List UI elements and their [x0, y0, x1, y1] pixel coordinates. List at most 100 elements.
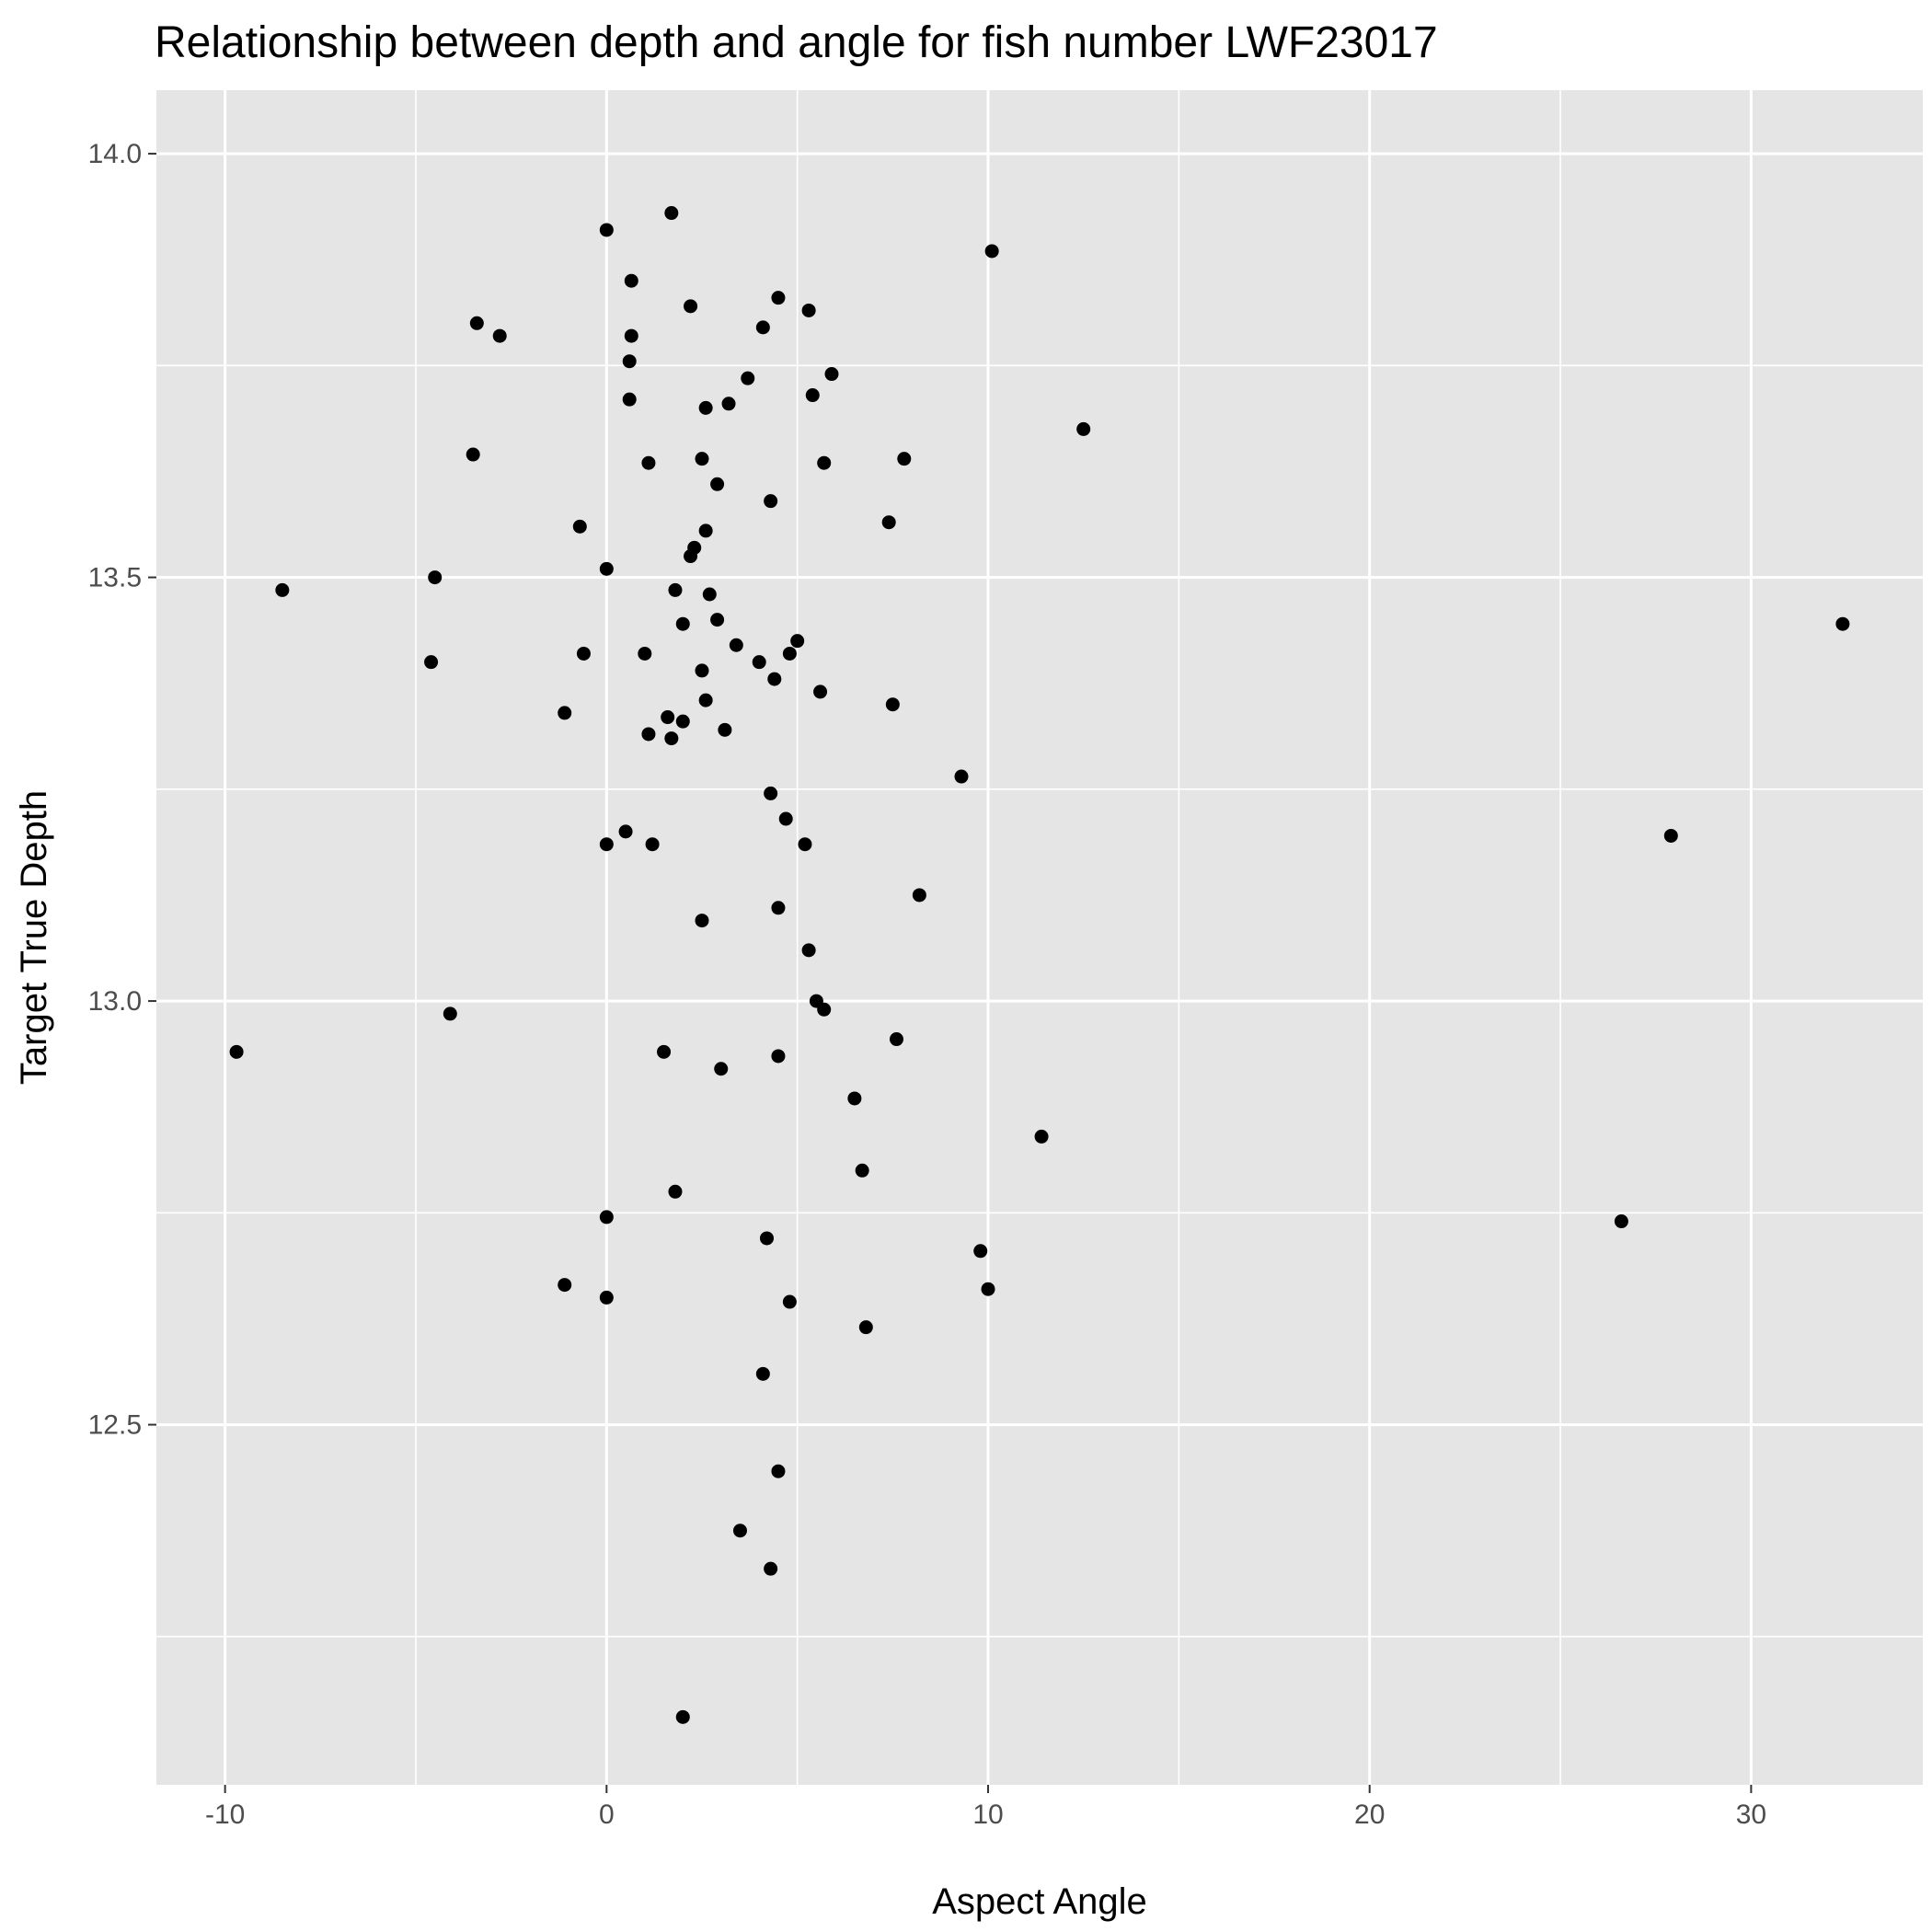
data-point	[771, 901, 786, 915]
data-point	[767, 672, 782, 686]
data-point	[622, 392, 637, 407]
data-point	[684, 299, 698, 314]
data-point	[576, 646, 591, 661]
x-tick-label: -10	[205, 1800, 245, 1830]
data-point	[752, 655, 766, 670]
x-tick-label: 30	[1736, 1800, 1766, 1830]
data-point	[645, 837, 660, 852]
data-point	[638, 646, 652, 661]
data-point	[443, 1006, 457, 1021]
data-point	[813, 684, 828, 699]
data-point	[801, 303, 816, 317]
y-axis-title: Target True Depth	[14, 790, 54, 1085]
data-point	[912, 888, 926, 903]
data-point	[721, 397, 736, 411]
data-point	[764, 786, 778, 800]
data-point	[698, 693, 713, 707]
y-axis: 12.5 13.0 13.5 14.0	[88, 139, 156, 1441]
data-point	[695, 914, 709, 928]
data-point	[695, 663, 709, 678]
data-point	[881, 515, 896, 530]
data-point	[618, 824, 633, 839]
data-point	[599, 837, 614, 852]
data-point	[702, 587, 717, 602]
data-point	[759, 1231, 774, 1246]
data-point	[695, 452, 709, 466]
data-point	[764, 494, 778, 509]
data-point	[855, 1163, 869, 1178]
data-point	[558, 1278, 572, 1293]
data-point	[984, 244, 999, 259]
minor-gridlines	[156, 90, 1923, 1785]
data-point	[668, 582, 683, 597]
x-axis-title: Aspect Angle	[932, 1881, 1147, 1922]
data-point	[954, 769, 969, 784]
data-point	[981, 1282, 995, 1296]
data-point	[675, 714, 690, 729]
x-tick-label: 20	[1354, 1800, 1385, 1830]
data-point	[714, 1062, 729, 1076]
data-point	[771, 1049, 786, 1064]
data-point	[1663, 828, 1678, 843]
major-gridlines	[156, 90, 1923, 1785]
data-point	[684, 549, 698, 564]
data-point	[732, 1524, 747, 1538]
data-points	[229, 206, 1850, 1724]
y-tick-label: 14.0	[88, 139, 142, 169]
x-tick-label: 0	[599, 1800, 615, 1830]
data-point	[599, 561, 614, 576]
data-point	[572, 519, 587, 534]
data-point	[466, 447, 480, 462]
data-point	[764, 1561, 778, 1576]
data-point	[599, 223, 614, 237]
data-point	[790, 634, 805, 649]
data-point	[1076, 421, 1091, 436]
data-point	[469, 316, 484, 330]
data-point	[657, 1044, 672, 1059]
data-point	[729, 638, 743, 652]
data-point	[698, 523, 713, 538]
data-point	[771, 291, 786, 305]
data-point	[275, 582, 290, 597]
data-point	[599, 1210, 614, 1225]
data-point	[641, 727, 656, 742]
data-point	[624, 273, 638, 288]
data-point	[641, 455, 656, 470]
data-point	[897, 452, 912, 466]
data-point	[771, 1464, 786, 1478]
data-point	[718, 722, 732, 737]
data-point	[698, 400, 713, 415]
data-point	[817, 455, 832, 470]
data-point	[973, 1244, 988, 1259]
data-point	[817, 1002, 832, 1017]
data-point	[624, 328, 638, 343]
y-tick-label: 12.5	[88, 1410, 142, 1441]
data-point	[710, 477, 725, 491]
data-point	[755, 1366, 770, 1381]
y-tick-label: 13.5	[88, 563, 142, 593]
data-point	[782, 1294, 797, 1309]
data-point	[755, 320, 770, 335]
data-point	[801, 943, 816, 958]
data-point	[741, 371, 755, 385]
data-point	[622, 354, 637, 369]
data-point	[1614, 1214, 1628, 1229]
data-point	[492, 328, 507, 343]
chart-title: Relationship between depth and angle for…	[155, 18, 1438, 67]
data-point	[675, 616, 690, 631]
data-point	[710, 613, 725, 627]
data-point	[889, 1032, 903, 1047]
plot-panel	[156, 90, 1923, 1785]
x-tick-label: 10	[972, 1800, 1003, 1830]
data-point	[558, 706, 572, 720]
data-point	[824, 367, 839, 382]
data-point	[805, 388, 820, 403]
data-point	[885, 697, 900, 712]
data-point	[664, 206, 679, 221]
data-point	[675, 1709, 690, 1724]
data-point	[778, 811, 793, 826]
data-point	[424, 655, 439, 670]
data-point	[798, 837, 812, 852]
data-point	[599, 1290, 614, 1305]
